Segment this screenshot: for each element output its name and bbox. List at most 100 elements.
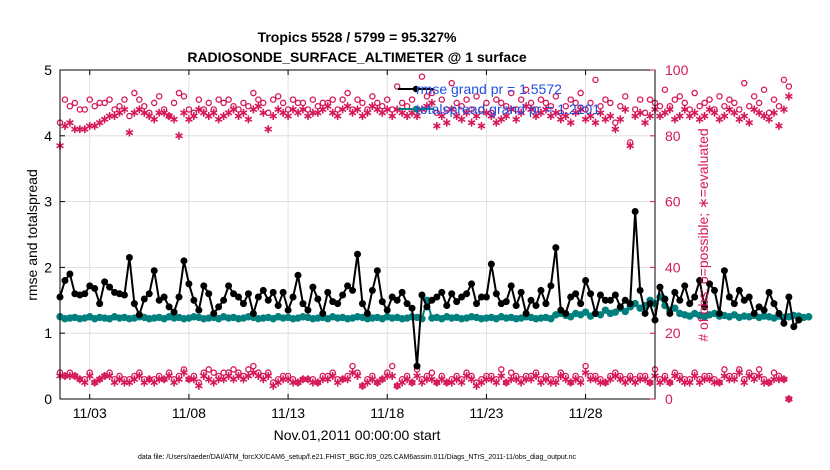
rmse-point	[135, 311, 143, 319]
obs-evaluated-point	[299, 105, 307, 114]
obs-evaluated-point	[745, 118, 754, 127]
rmse-point	[344, 282, 352, 290]
obs-evaluated-point	[229, 105, 238, 114]
rmse-point	[309, 283, 317, 291]
y-left-tick-label: 1	[44, 325, 52, 341]
obs-evaluated-point	[720, 112, 729, 121]
obs-evaluated-point	[85, 371, 94, 380]
rmse-point	[225, 282, 233, 290]
obs-possible-point	[264, 109, 272, 117]
rmse-point	[185, 280, 193, 288]
rmse-point	[363, 309, 371, 317]
obs-possible-point	[354, 96, 361, 103]
obs-evaluated-point	[105, 371, 114, 380]
y-right-tick-label: 20	[665, 325, 681, 341]
obs-possible-point	[463, 96, 470, 103]
obs-evaluated-point	[413, 112, 421, 121]
obs-evaluated-point	[551, 108, 560, 117]
obs-possible-point	[344, 89, 351, 97]
obs-evaluated-point	[512, 115, 521, 124]
obs-possible-point	[498, 99, 505, 107]
rmse-point	[596, 291, 604, 299]
rmse-point	[165, 303, 173, 311]
obs-evaluated-point	[219, 112, 228, 121]
rmse-point	[279, 288, 287, 296]
obs-evaluated-point	[85, 121, 94, 130]
obs-evaluated-point	[388, 371, 397, 380]
rmse-point	[339, 291, 347, 299]
rmse-point	[170, 308, 178, 316]
rmse-point	[720, 267, 728, 275]
obs-evaluated-point	[105, 112, 114, 121]
obs-possible-point	[269, 96, 277, 103]
chart-subtitle: RADIOSONDE_SURFACE_ALTIMETER @ 1 surface	[187, 49, 527, 65]
obs-evaluated-point	[80, 378, 89, 387]
obs-possible-point	[755, 99, 763, 107]
obs-evaluated-point	[606, 112, 615, 121]
obs-possible-point	[245, 102, 252, 110]
obs-possible-point	[622, 93, 629, 100]
rmse-point	[433, 293, 441, 301]
obs-evaluated-point	[214, 115, 223, 124]
obs-evaluated-point	[185, 115, 193, 124]
series-obs-possible-low-	[56, 362, 793, 403]
obs-possible-point	[493, 96, 500, 103]
obs-possible-point	[775, 102, 783, 110]
rmse-point	[413, 362, 421, 370]
rmse-point	[458, 293, 466, 301]
obs-possible-point	[453, 99, 460, 107]
rmse-point	[671, 288, 679, 296]
obs-possible-point	[681, 99, 689, 107]
chart-title: Tropics 5528 / 5799 = 95.327%	[258, 29, 457, 45]
x-tick-label: 11/23	[469, 405, 503, 421]
obs-evaluated-point	[492, 118, 501, 127]
rmse-point	[537, 286, 545, 294]
obs-possible-point	[438, 96, 446, 103]
y-axis-label-right: # of obs: o=possible; ∗=evaluated	[695, 128, 711, 341]
obs-possible-point	[512, 106, 520, 113]
obs-possible-point	[255, 96, 262, 103]
obs-evaluated-point	[601, 115, 610, 124]
obs-possible-point	[473, 93, 480, 100]
obs-evaluated-point	[447, 105, 456, 114]
obs-evaluated-point	[244, 115, 253, 124]
obs-evaluated-point	[95, 118, 104, 127]
rmse-point	[631, 207, 639, 215]
obs-possible-point	[131, 89, 138, 97]
obs-possible-point	[418, 73, 426, 80]
obs-evaluated-point	[313, 108, 322, 117]
rmse-point	[61, 277, 69, 285]
obs-possible-point	[498, 366, 505, 373]
rmse-point	[428, 296, 436, 304]
obs-possible-point	[369, 93, 376, 100]
rmse-point	[264, 296, 272, 304]
obs-evaluated-point	[517, 108, 525, 117]
obs-possible-point	[458, 102, 465, 110]
x-tick-label: 11/18	[370, 405, 404, 421]
rmse-point	[661, 295, 669, 303]
rmse-point	[587, 290, 595, 298]
obs-possible-point	[736, 106, 743, 113]
rmse-point	[641, 309, 649, 317]
obs-possible-point	[136, 96, 143, 103]
rmse-point	[304, 306, 312, 314]
obs-evaluated-point	[75, 125, 84, 134]
obs-possible-point	[81, 106, 89, 113]
rmse-point	[423, 303, 431, 311]
legend-label: totalspread grand pr = 1.2201	[416, 101, 600, 117]
obs-possible-point	[468, 106, 475, 113]
obs-evaluated-point	[358, 112, 367, 121]
obs-evaluated-point	[274, 105, 283, 114]
obs-evaluated-point	[333, 112, 342, 121]
obs-possible-point	[170, 99, 178, 107]
obs-evaluated-point	[666, 378, 674, 387]
obs-possible-point	[279, 99, 287, 107]
totalspread-point	[601, 306, 610, 314]
obs-evaluated-point	[190, 112, 198, 121]
obs-evaluated-point	[566, 118, 575, 127]
obs-possible-point	[205, 366, 212, 373]
rmse-point	[646, 300, 654, 308]
obs-possible-point	[91, 102, 98, 110]
obs-possible-point	[478, 106, 485, 113]
obs-evaluated-point	[264, 125, 273, 134]
